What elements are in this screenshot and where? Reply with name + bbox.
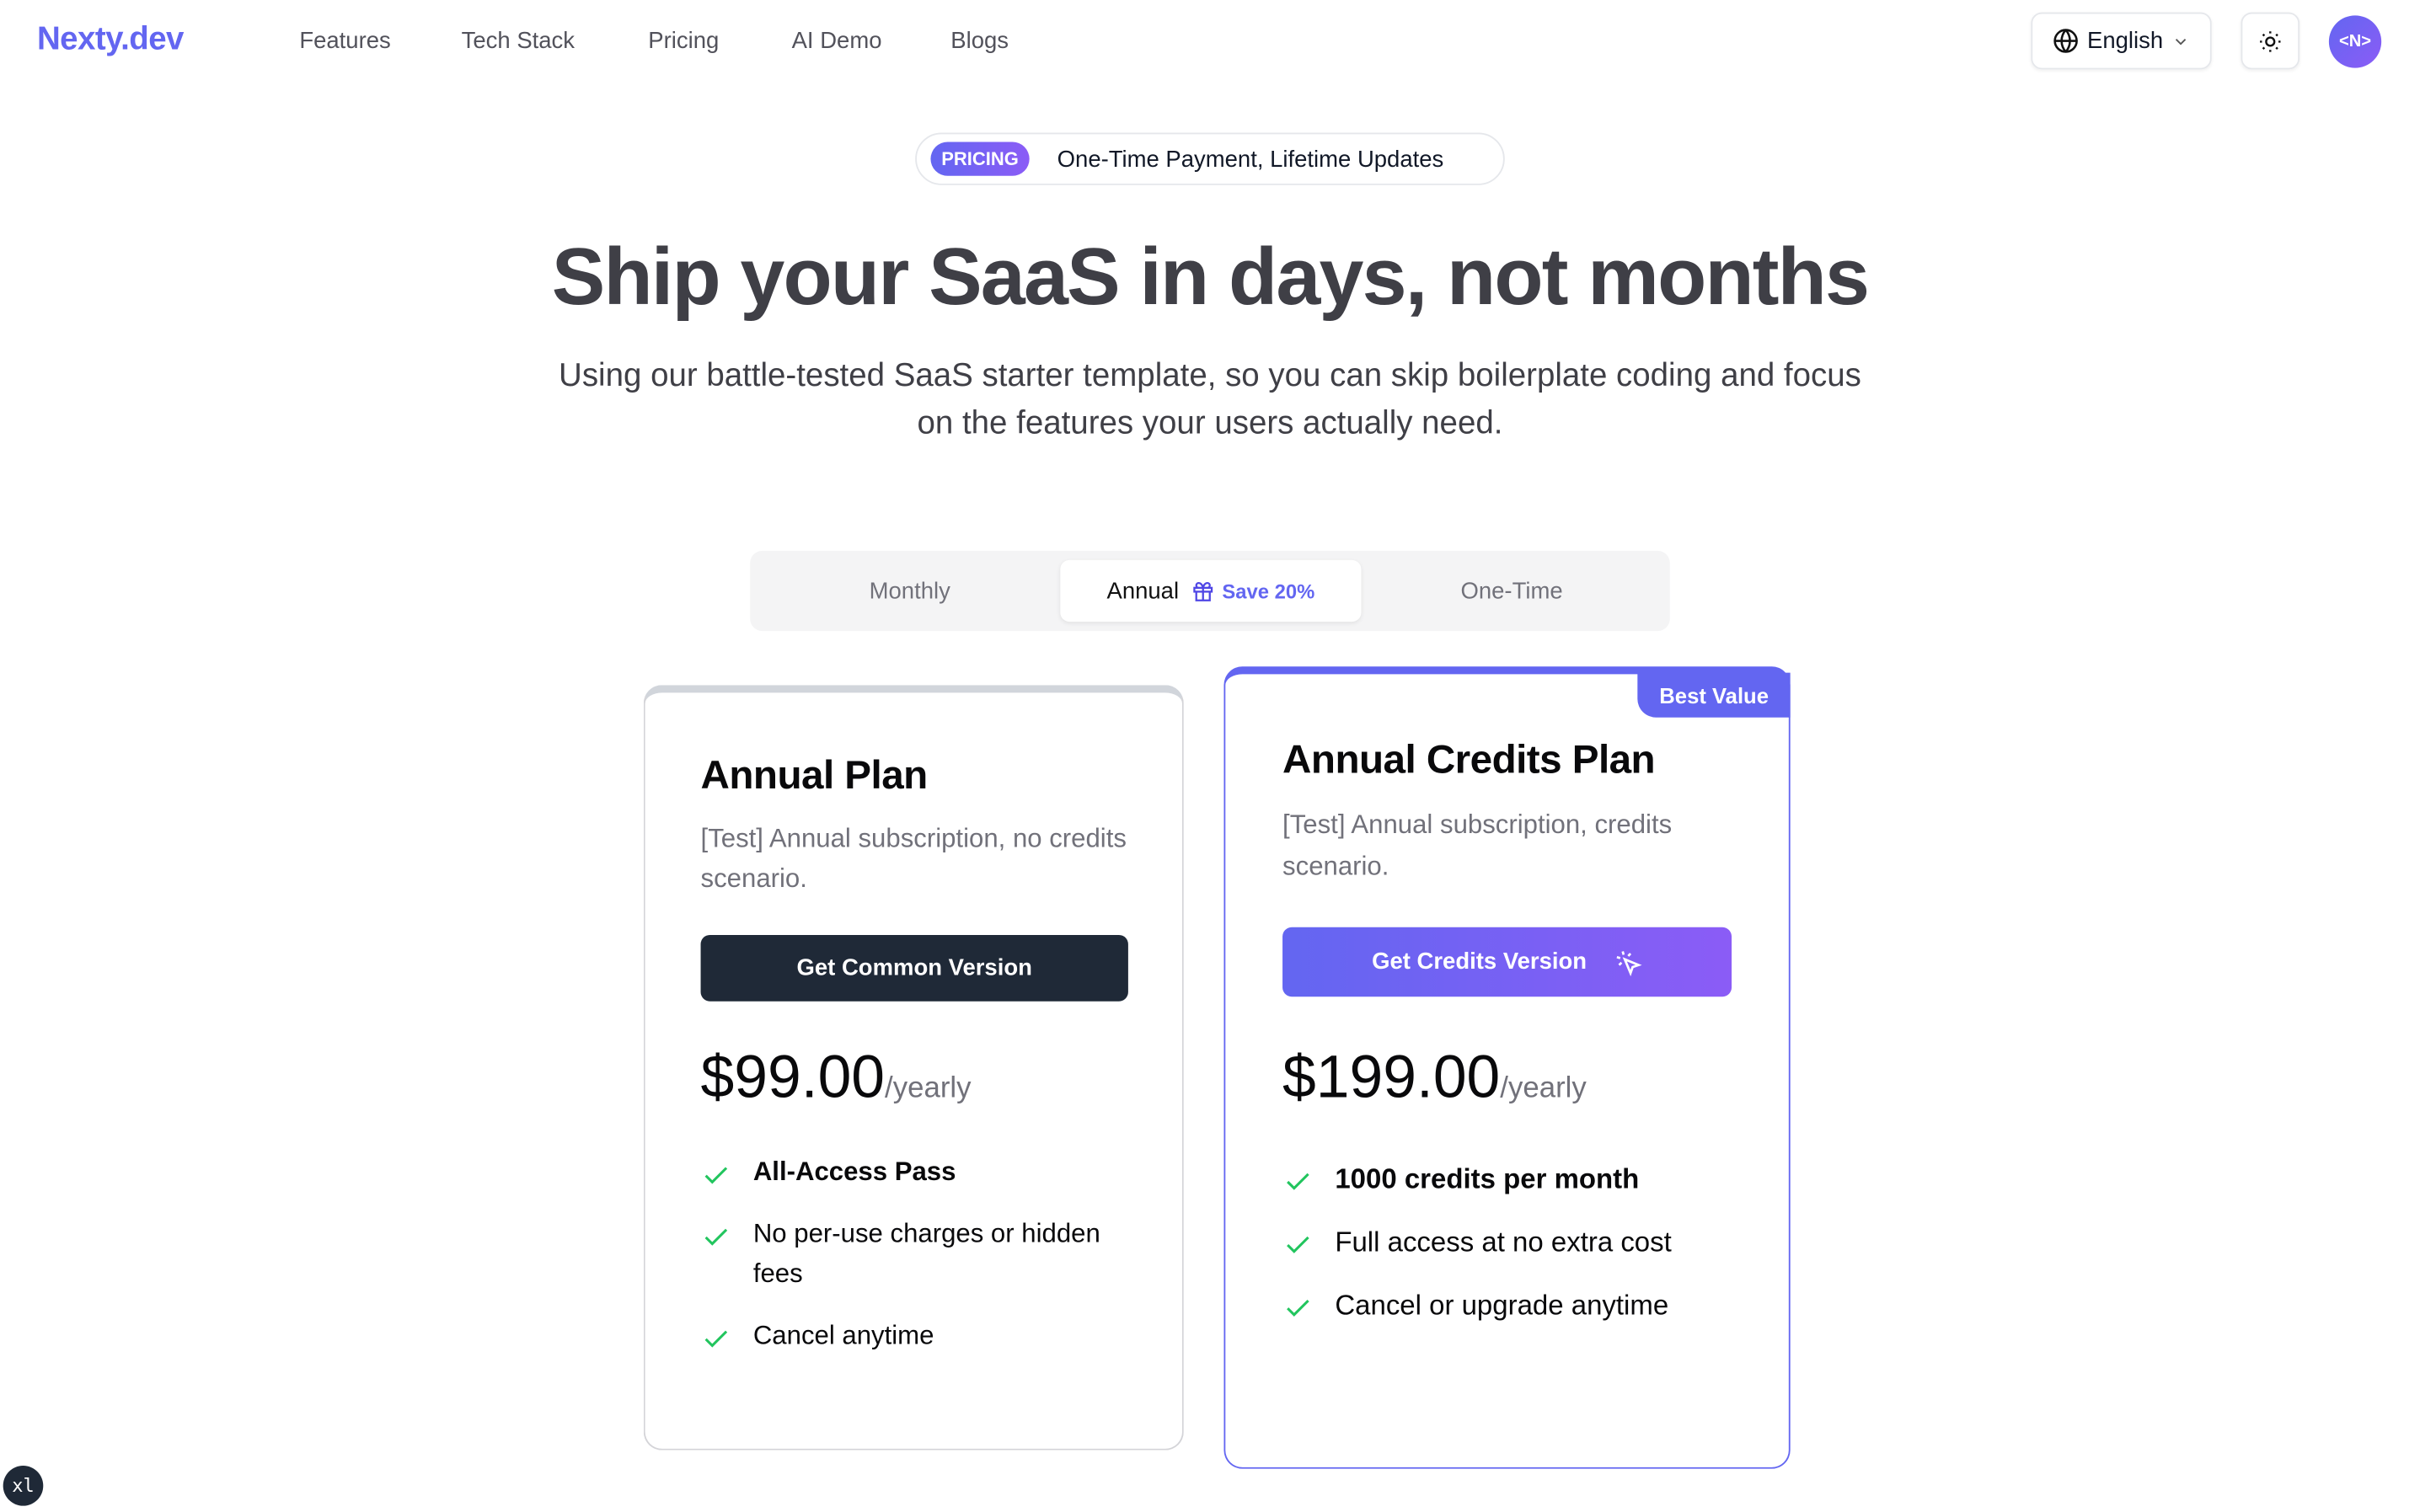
nav-features[interactable]: Features [299,27,391,55]
plan-card-annual-credits: Best Value Annual Credits Plan [Test] An… [1223,666,1791,1469]
price-value: $99.00 [700,1044,886,1111]
check-icon [704,1167,728,1184]
check-icon [704,1330,728,1348]
plan-title: Annual Credits Plan [1282,735,1656,783]
feature-item: No per-use charges or hidden fees [701,1214,1148,1294]
feature-list: All-Access Pass No per-use charges or hi… [701,1152,1148,1356]
feature-text: Cancel or upgrade anytime [1335,1290,1669,1321]
nav-pricing[interactable]: Pricing [648,27,720,55]
price-period: /yearly [885,1071,972,1105]
feature-item: 1000 credits per month [1282,1159,1745,1199]
tab-annual[interactable]: Annual Save 20% [1060,559,1362,622]
nav-ai-demo[interactable]: AI Demo [791,27,882,55]
feature-text: Cancel anytime [752,1320,934,1350]
plan-price: $199.00/yearly [1282,1045,1587,1113]
feature-item: Cancel anytime [701,1316,1148,1356]
tab-one-time[interactable]: One-Time [1361,560,1662,622]
language-label: English [2087,27,2164,55]
chevron-down-icon [2175,38,2186,45]
cursor-click-icon [1616,950,1642,976]
get-common-version-button[interactable]: Get Common Version [700,934,1128,1002]
feature-text: No per-use charges or hidden fees [752,1218,1100,1289]
save-label: Save 20% [1222,579,1315,603]
plan-title: Annual Plan [700,751,929,798]
tab-monthly[interactable]: Monthly [759,560,1060,622]
nav-tech-stack[interactable]: Tech Stack [461,27,576,55]
get-credits-version-button[interactable]: Get Credits Version [1282,927,1732,997]
sun-icon [2260,30,2281,51]
check-icon [1287,1299,1309,1317]
feature-text: 1000 credits per month [1335,1163,1640,1194]
globe-icon [2054,29,2079,53]
logo[interactable]: Nexty.dev [36,21,184,57]
price-value: $199.00 [1282,1044,1501,1111]
pill-text: One-Time Payment, Lifetime Updates [1057,146,1444,173]
check-icon [1287,1236,1309,1253]
feature-text: All-Access Pass [752,1157,956,1187]
tab-label: One-Time [1460,577,1563,605]
pricing-pill: PRICING One-Time Payment, Lifetime Updat… [915,132,1505,185]
billing-tabs: Monthly Annual Save 20% One-Time [750,550,1670,632]
page-subtitle: Using our battle-tested SaaS starter tem… [559,357,1861,441]
plan-description: [Test] Annual subscription, no credits s… [700,824,1127,894]
feature-list: 1000 credits per month Full access at no… [1282,1159,1745,1326]
price-period: /yearly [1500,1071,1587,1105]
save-badge: Save 20% [1191,579,1315,603]
page-title: Ship your SaaS in days, not months [551,232,1870,323]
theme-toggle-button[interactable] [2241,12,2300,70]
gift-icon [1193,581,1213,601]
check-icon [704,1228,728,1246]
avatar[interactable]: <N> [2328,15,2382,68]
language-selector[interactable]: English [2031,12,2212,70]
check-icon [1287,1173,1309,1190]
breakpoint-indicator-badge: xl [3,1466,44,1506]
button-label: Get Credits Version [1372,948,1587,975]
button-label: Get Common Version [796,954,1032,981]
best-value-badge: Best Value [1637,672,1791,718]
tab-label: Annual [1106,577,1180,605]
plan-description: [Test] Annual subscription, credits scen… [1282,809,1673,881]
plan-card-annual: Annual Plan [Test] Annual subscription, … [643,685,1184,1451]
nav-blogs[interactable]: Blogs [950,27,1009,55]
pricing-tag: PRICING [930,142,1030,176]
feature-item: Full access at no extra cost [1282,1222,1745,1263]
feature-item: Cancel or upgrade anytime [1282,1285,1745,1326]
feature-item: All-Access Pass [701,1152,1148,1193]
feature-text: Full access at no extra cost [1335,1226,1672,1258]
tab-label: Monthly [869,577,950,605]
plan-price: $99.00/yearly [701,1045,972,1113]
